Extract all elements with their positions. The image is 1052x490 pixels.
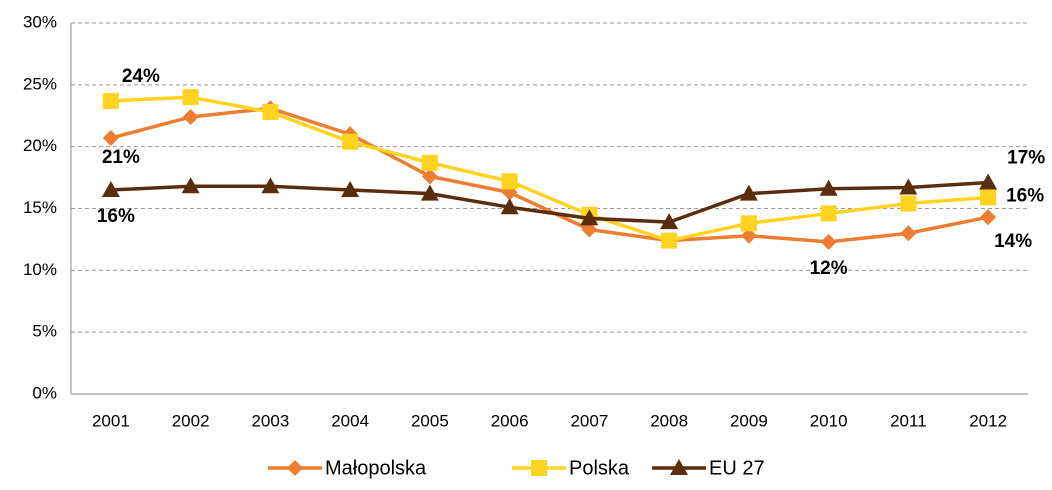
legend-label: Polska bbox=[569, 457, 630, 479]
point-marker bbox=[979, 173, 998, 190]
point-marker bbox=[819, 179, 838, 196]
x-tick-label: 2002 bbox=[172, 411, 210, 430]
point-marker bbox=[261, 177, 280, 194]
point-marker bbox=[182, 89, 199, 106]
x-tick-label: 2007 bbox=[570, 411, 608, 430]
y-tick-label: 15% bbox=[23, 198, 57, 217]
series-line bbox=[110, 95, 989, 243]
point-marker bbox=[739, 184, 758, 201]
y-tick-label: 25% bbox=[23, 74, 57, 93]
x-tick-label: 2012 bbox=[969, 411, 1007, 430]
x-tick-label: 2010 bbox=[810, 411, 848, 430]
point-marker bbox=[102, 130, 119, 147]
x-tick-label: 2004 bbox=[331, 411, 369, 430]
series-line bbox=[110, 180, 989, 224]
point-marker bbox=[980, 209, 997, 226]
point-marker bbox=[420, 184, 439, 201]
y-tick-label: 0% bbox=[32, 383, 57, 402]
data-label: 14% bbox=[994, 231, 1032, 252]
y-tick-label: 5% bbox=[32, 322, 57, 341]
point-marker bbox=[421, 154, 438, 171]
point-marker bbox=[101, 180, 120, 197]
data-label: 12% bbox=[810, 258, 848, 279]
point-marker bbox=[740, 227, 757, 244]
x-tick-label: 2005 bbox=[411, 411, 449, 430]
x-tick-label: 2003 bbox=[251, 411, 289, 430]
y-tick-label: 30% bbox=[23, 12, 57, 31]
data-label: 17% bbox=[1007, 148, 1045, 169]
point-marker bbox=[660, 213, 679, 230]
x-tick-label: 2001 bbox=[92, 411, 130, 430]
data-label: 21% bbox=[102, 147, 140, 168]
point-marker bbox=[581, 221, 598, 238]
point-marker bbox=[980, 189, 997, 206]
point-marker bbox=[900, 195, 917, 212]
point-marker bbox=[500, 198, 519, 215]
y-tick-label: 10% bbox=[23, 260, 57, 279]
x-tick-label: 2011 bbox=[890, 411, 927, 430]
data-label: 16% bbox=[97, 206, 135, 227]
point-marker bbox=[421, 168, 438, 185]
point-marker bbox=[262, 104, 279, 121]
x-tick-label: 2008 bbox=[650, 411, 688, 430]
series-line bbox=[110, 106, 989, 244]
legend-marker bbox=[531, 460, 547, 476]
legend-label: Małopolska bbox=[325, 457, 427, 479]
point-marker bbox=[661, 232, 678, 249]
point-marker bbox=[580, 209, 599, 226]
legend-label: EU 27 bbox=[709, 457, 765, 479]
data-label: 24% bbox=[122, 66, 160, 87]
point-marker bbox=[342, 133, 359, 150]
point-marker bbox=[181, 177, 200, 194]
point-marker bbox=[900, 225, 917, 242]
point-marker bbox=[501, 173, 518, 190]
y-tick-label: 20% bbox=[23, 136, 57, 155]
point-marker bbox=[740, 215, 757, 232]
point-marker bbox=[102, 92, 119, 109]
point-marker bbox=[820, 205, 837, 222]
legend-marker bbox=[287, 460, 303, 476]
data-label: 16% bbox=[1006, 185, 1044, 206]
point-marker bbox=[341, 180, 360, 197]
legend-marker bbox=[670, 459, 688, 475]
point-marker bbox=[899, 178, 918, 195]
x-tick-label: 2009 bbox=[730, 411, 768, 430]
point-marker bbox=[182, 108, 199, 125]
x-tick-label: 2006 bbox=[491, 411, 529, 430]
point-marker bbox=[820, 233, 837, 250]
